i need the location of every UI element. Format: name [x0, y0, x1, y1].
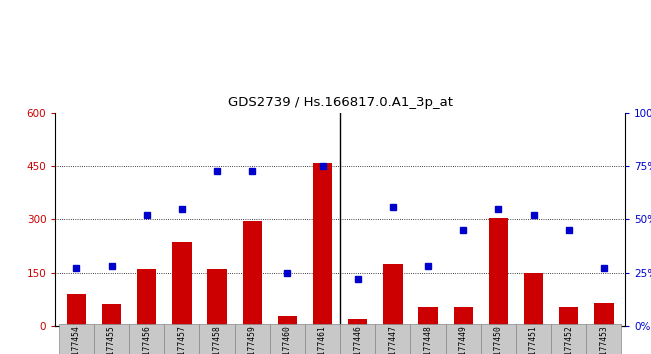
- Text: GSM177447: GSM177447: [389, 325, 397, 354]
- Bar: [208, 269, 227, 326]
- Text: GSM177455: GSM177455: [107, 325, 116, 354]
- Bar: [243, 221, 262, 326]
- FancyBboxPatch shape: [305, 324, 340, 354]
- Bar: [489, 218, 508, 326]
- Text: GSM177452: GSM177452: [564, 325, 573, 354]
- Text: GSM177453: GSM177453: [600, 325, 609, 354]
- Bar: [383, 264, 402, 326]
- Bar: [173, 242, 191, 326]
- Bar: [137, 269, 156, 326]
- Bar: [313, 163, 332, 326]
- FancyBboxPatch shape: [129, 324, 164, 354]
- Text: GSM177457: GSM177457: [178, 325, 186, 354]
- FancyBboxPatch shape: [411, 324, 446, 354]
- Bar: [454, 307, 473, 326]
- Bar: [67, 294, 86, 326]
- Text: GSM177454: GSM177454: [72, 325, 81, 354]
- Text: GSM177460: GSM177460: [283, 325, 292, 354]
- FancyBboxPatch shape: [94, 324, 129, 354]
- FancyBboxPatch shape: [446, 324, 481, 354]
- Text: GSM177448: GSM177448: [424, 325, 432, 354]
- FancyBboxPatch shape: [551, 324, 587, 354]
- FancyBboxPatch shape: [59, 324, 94, 354]
- FancyBboxPatch shape: [234, 324, 270, 354]
- Text: GSM177449: GSM177449: [459, 325, 467, 354]
- Text: GSM177458: GSM177458: [213, 325, 221, 354]
- Text: GSM177456: GSM177456: [143, 325, 151, 354]
- FancyBboxPatch shape: [516, 324, 551, 354]
- Title: GDS2739 / Hs.166817.0.A1_3p_at: GDS2739 / Hs.166817.0.A1_3p_at: [228, 96, 452, 109]
- Bar: [348, 319, 367, 326]
- Text: GSM177450: GSM177450: [494, 325, 503, 354]
- Text: GSM177446: GSM177446: [353, 325, 362, 354]
- FancyBboxPatch shape: [376, 324, 411, 354]
- Bar: [524, 273, 543, 326]
- FancyBboxPatch shape: [270, 324, 305, 354]
- Bar: [594, 303, 613, 326]
- Bar: [559, 307, 578, 326]
- FancyBboxPatch shape: [164, 324, 199, 354]
- FancyBboxPatch shape: [340, 324, 376, 354]
- Bar: [278, 316, 297, 326]
- FancyBboxPatch shape: [199, 324, 234, 354]
- FancyBboxPatch shape: [481, 324, 516, 354]
- Bar: [102, 304, 121, 326]
- Text: GSM177461: GSM177461: [318, 325, 327, 354]
- Text: GSM177459: GSM177459: [248, 325, 256, 354]
- FancyBboxPatch shape: [587, 324, 622, 354]
- Bar: [419, 307, 437, 326]
- Text: GSM177451: GSM177451: [529, 325, 538, 354]
